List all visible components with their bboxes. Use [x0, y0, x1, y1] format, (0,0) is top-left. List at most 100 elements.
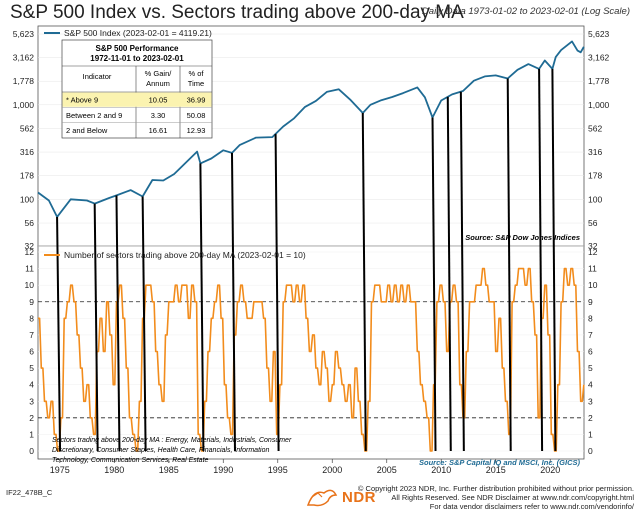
- top-ytick-left-label: 1,778: [13, 76, 35, 86]
- top-ytick-left-label: 1,000: [13, 100, 35, 110]
- top-ytick-left-label: 100: [20, 194, 34, 204]
- perf-header-time-line-2: Time: [188, 79, 204, 88]
- sectors-series-group: [38, 267, 585, 452]
- perf-header-gain-line-1: % Gain/: [145, 69, 173, 78]
- perf-cell-indicator: * Above 9: [66, 96, 98, 105]
- perf-cell-gain: 10.05: [149, 96, 168, 105]
- sectors-series-line: [38, 267, 585, 452]
- signal-marker-line: [506, 78, 512, 452]
- bottom-ytick-left-label: 7: [29, 330, 34, 340]
- bottom-panel-frame: [37, 245, 585, 460]
- top-ytick-right-label: 1,000: [588, 100, 610, 110]
- bottom-ytick-left-label: 2: [29, 413, 34, 423]
- top-ytick-right-label: 100: [588, 194, 602, 204]
- perf-table-rows: * Above 9 10.05 36.99 Between 2 and 9 3.30 50…: [62, 92, 212, 135]
- bottom-ytick-right-label: 5: [588, 363, 593, 373]
- perf-cell-gain: 16.61: [149, 126, 168, 135]
- perf-cell-time: 36.99: [187, 96, 206, 105]
- signal-marker-line: [551, 68, 557, 452]
- x-tick-label: 2020: [540, 465, 560, 475]
- perf-header-gain: % Gain/Annum: [145, 69, 173, 88]
- top-ytick-left-label: 56: [25, 218, 35, 228]
- bottom-ytick-right-label: 1: [588, 429, 593, 439]
- perf-row-highlight: [62, 92, 212, 107]
- chart-title: S&P 500 Index vs. Sectors trading above …: [10, 2, 464, 23]
- bottom-ytick-left-label: 9: [29, 297, 34, 307]
- bottom-ytick-right-label: 11: [588, 264, 597, 274]
- bottom-ytick-left-label: 6: [29, 347, 34, 357]
- sectors-note: Sectors trading above 200-day MA : Energ…: [52, 437, 292, 464]
- bottom-ytick-right-label: 7: [588, 330, 593, 340]
- top-ytick-right-label: 32: [588, 241, 598, 251]
- top-ytick-right-label: 316: [588, 147, 602, 157]
- spx-series-line: [37, 40, 585, 218]
- perf-cell-indicator: Between 2 and 9: [66, 111, 122, 120]
- x-tick-label: 2015: [486, 465, 506, 475]
- top-ytick-left-label: 178: [20, 171, 34, 181]
- signal-marker-line: [115, 195, 121, 452]
- ndr-logo-bull-icon: [306, 489, 338, 507]
- footer-code: IF22_478B_C: [6, 488, 53, 497]
- perf-table-title-1: S&P 500 Performance: [95, 44, 179, 53]
- top-ytick-right-label: 562: [588, 123, 602, 133]
- x-tick-label: 1985: [159, 465, 179, 475]
- bottom-ytick-left-label: 1: [29, 429, 34, 439]
- sectors-note-line-2: Discretionary, Consumer Staples, Health …: [52, 447, 269, 454]
- x-tick-label: 2010: [431, 465, 451, 475]
- perf-header-indicator: Indicator: [83, 72, 112, 81]
- bottom-ytick-right-label: 6: [588, 347, 593, 357]
- top-ytick-right-label: 1,778: [588, 76, 610, 86]
- chart-svg: 5,623 5,623 3,162 3,162 1,778 1,778 1,000 1,000…: [13, 25, 610, 475]
- x-tick-label: 2005: [377, 465, 397, 475]
- perf-header-time-line-1: % of: [188, 69, 204, 78]
- bottom-ytick-left-label: 10: [25, 280, 35, 290]
- perf-header-gain-line-2: Annum: [146, 79, 170, 88]
- bottom-ytick-right-label: 3: [588, 396, 593, 406]
- signal-marker-line: [538, 68, 544, 452]
- perf-table-title-2: 1972-11-01 to 2023-02-01: [90, 54, 184, 63]
- signal-marker-line: [274, 133, 280, 452]
- footer-notes: © Copyright 2023 NDR, Inc. Further distr…: [358, 484, 634, 511]
- perf-cell-time: 12.93: [187, 126, 206, 135]
- signal-marker-line: [431, 117, 437, 452]
- bottom-ytick-right-label: 0: [588, 446, 593, 456]
- footer-note-1: © Copyright 2023 NDR, Inc. Further distr…: [357, 484, 634, 493]
- bottom-source-label: Source: S&P Capital IQ and MSCI, Inc. (G…: [419, 458, 580, 467]
- top-ytick-right-label: 56: [588, 218, 598, 228]
- top-ytick-right-label: 3,162: [588, 53, 610, 63]
- sectors-note-line-1: Sectors trading above 200-day MA : Energ…: [52, 437, 292, 444]
- x-tick-label: 1990: [213, 465, 233, 475]
- bottom-ytick-right-label: 8: [588, 313, 593, 323]
- footer-note-2: All Rights Reserved. See NDR Disclaimer …: [391, 493, 634, 502]
- bottom-ytick-right-label: 12: [588, 247, 598, 257]
- sectors-legend-label: Number of sectors trading above 200-day …: [64, 250, 306, 260]
- ndr-logo: NDR: [304, 483, 384, 513]
- spx-legend-label: S&P 500 Index (2023-02-01 = 4119.21): [64, 28, 212, 38]
- spx-series-group: [37, 40, 585, 218]
- axes-group: 5,623 5,623 3,162 3,162 1,778 1,778 1,000 1,000…: [13, 29, 610, 475]
- bottom-ytick-right-label: 4: [588, 380, 593, 390]
- bottom-ytick-left-label: 12: [25, 247, 35, 257]
- top-source-label: Source: S&P Dow Jones Indices: [465, 233, 580, 242]
- perf-cell-time: 50.08: [187, 111, 206, 120]
- signal-marker-line: [141, 196, 147, 452]
- x-tick-label: 1975: [50, 465, 70, 475]
- sectors-note-line-3: Technology, Communication Services, Real…: [52, 457, 209, 464]
- signal-marker-line: [199, 163, 205, 452]
- top-ytick-left-label: 32: [25, 241, 35, 251]
- signal-marker-line: [230, 152, 236, 452]
- signal-marker-line: [459, 91, 465, 452]
- perf-cell-gain: 3.30: [151, 111, 166, 120]
- bottom-ytick-right-label: 2: [588, 413, 593, 423]
- top-ytick-left-label: 316: [20, 147, 34, 157]
- x-tick-label: 2000: [322, 465, 342, 475]
- ndr-logo-text: NDR: [342, 489, 376, 506]
- bottom-ytick-right-label: 9: [588, 297, 593, 307]
- bottom-ytick-left-label: 4: [29, 380, 34, 390]
- signal-marker-line: [446, 96, 452, 452]
- x-tick-label: 1980: [104, 465, 124, 475]
- bottom-ytick-left-label: 5: [29, 363, 34, 373]
- bottom-ytick-left-label: 3: [29, 396, 34, 406]
